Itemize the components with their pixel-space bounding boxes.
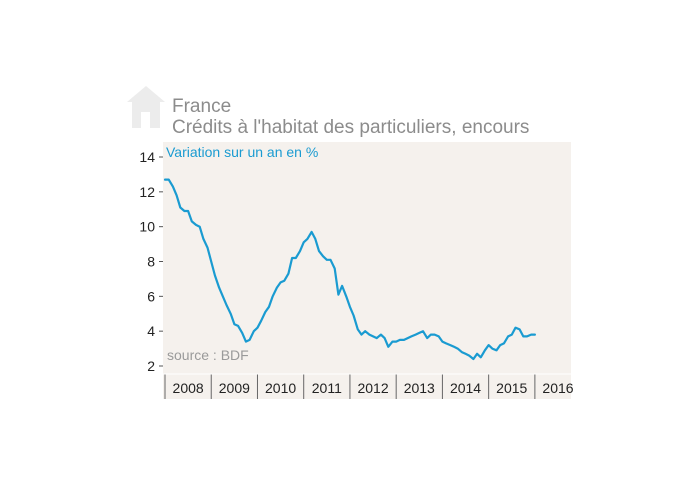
y-tick-label: 14 [139, 149, 155, 165]
chart-subtitle: Variation sur un an en % [166, 144, 318, 160]
x-tick-label: 2014 [450, 380, 481, 396]
x-tick-label: 2012 [357, 380, 388, 396]
house-icon [127, 86, 165, 128]
y-tick-label: 8 [147, 254, 155, 270]
x-tick-label: 2008 [173, 380, 204, 396]
x-axis-ticks: 2008 2009 2010 2011 2012 2013 2014 2015 2016 [164, 374, 574, 399]
x-tick-label: 2011 [312, 380, 342, 396]
y-axis-ticks: 2 4 6 8 10 12 14 [139, 149, 163, 374]
chart-title: Crédits à l'habitat des particuliers, en… [172, 117, 529, 138]
x-tick-label: 2013 [404, 380, 435, 396]
x-tick-label: 2010 [265, 380, 296, 396]
header-region: France [172, 96, 231, 117]
y-tick-label: 12 [139, 184, 155, 200]
x-tick-label: 2009 [219, 380, 250, 396]
y-tick-label: 10 [139, 219, 155, 235]
y-tick-label: 4 [147, 323, 155, 339]
y-tick-label: 2 [147, 358, 155, 374]
plot-panel [163, 142, 571, 399]
source-label: source : BDF [167, 347, 249, 363]
x-tick-label: 2016 [542, 380, 573, 396]
y-tick-label: 6 [147, 288, 155, 304]
series-line [163, 178, 536, 361]
x-tick-label: 2015 [496, 380, 527, 396]
